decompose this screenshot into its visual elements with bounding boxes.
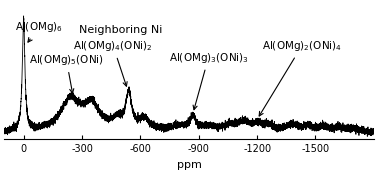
Text: Al(OMg)$_4$(ONi)$_2$: Al(OMg)$_4$(ONi)$_2$: [73, 39, 153, 86]
X-axis label: ppm: ppm: [177, 160, 201, 170]
Text: Al(OMg)$_2$(ONi)$_4$: Al(OMg)$_2$(ONi)$_4$: [259, 39, 342, 116]
Text: Al(OMg)$_5$(ONi): Al(OMg)$_5$(ONi): [29, 53, 104, 93]
Text: Al(OMg)$_3$(ONi)$_3$: Al(OMg)$_3$(ONi)$_3$: [169, 51, 248, 110]
Text: Al(OMg)$_6$: Al(OMg)$_6$: [15, 20, 63, 42]
Text: Neighboring Ni: Neighboring Ni: [79, 25, 163, 35]
